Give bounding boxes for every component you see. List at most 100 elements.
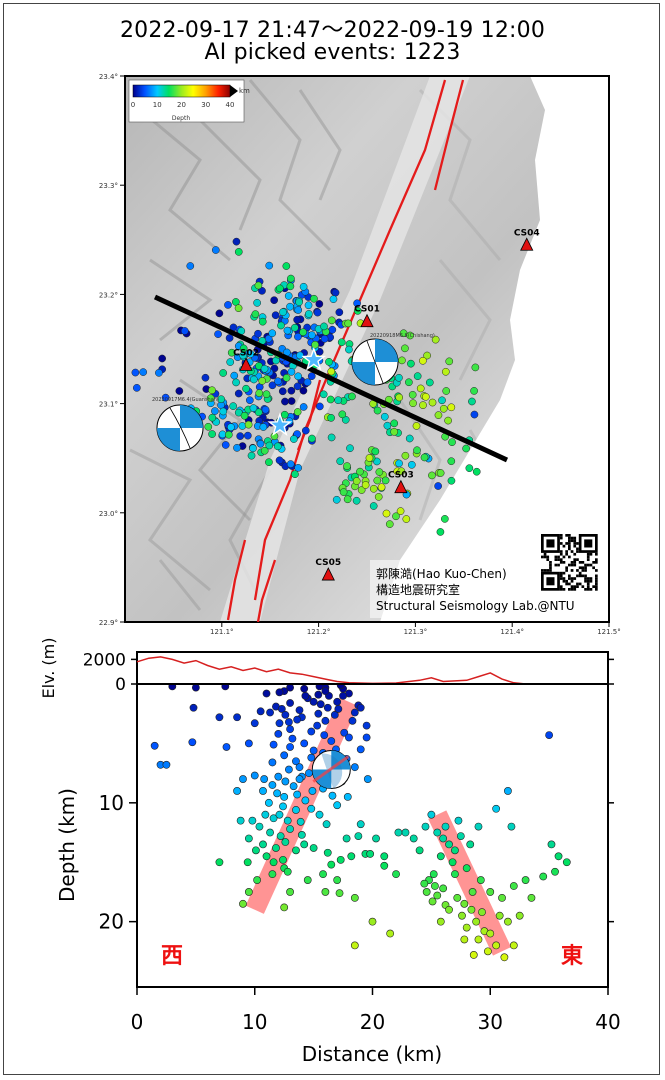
section-event [320,731,329,739]
map-event [421,392,430,401]
map-event [295,298,303,306]
section-event [286,699,294,707]
section-event [315,684,324,691]
map-event [230,371,239,380]
section-event [347,852,356,861]
qr-module [559,534,563,537]
map-event [395,459,403,468]
station-label: CS04 [514,228,540,238]
map-event [381,476,390,485]
section-event [335,889,344,898]
section-event [314,709,323,718]
section-event [321,716,330,725]
section-event [547,840,556,849]
section-event [275,810,284,819]
section-event [168,684,177,691]
map-event [290,323,299,332]
section-event [274,772,283,781]
qr-module [559,574,563,578]
section-event [333,801,342,810]
elevation-frame [136,651,609,685]
depth-colorbar-label: Depth [172,115,190,122]
section-event [366,850,375,858]
section-event [260,775,269,783]
qr-module [573,544,577,548]
qr-module [568,539,571,543]
qr-module [562,588,566,591]
map-event [299,386,308,395]
section-event [409,834,418,843]
map-event [299,403,308,411]
map-event [265,458,273,467]
section-event [420,879,429,888]
section-event [262,852,271,861]
map-event [293,315,301,324]
section-event [507,822,516,831]
station-label: CS02 [233,348,259,358]
section-event [297,831,306,839]
map-event [244,420,253,429]
x-tick-label: 0 [131,1010,144,1034]
map-event [299,328,307,337]
map-event [315,402,324,411]
map-event [265,441,274,450]
mainshock-star [267,412,293,436]
section-event [462,923,471,932]
map-event [283,326,292,335]
map-event [225,334,234,342]
section-event [350,941,359,950]
section-event [427,810,436,819]
map-event [232,237,241,246]
map-event [139,368,148,376]
section-event [554,852,563,861]
section-event [250,719,259,728]
section-event [469,951,478,959]
qr-module [549,566,552,570]
section-event [472,917,481,926]
map-event [407,359,415,368]
qr-module [578,566,582,570]
qr-module [570,569,574,572]
qr-module [576,547,579,551]
section-event [292,846,300,855]
qr-module [586,555,590,559]
map-event [208,430,216,438]
map-event [447,403,456,412]
map-event [261,405,270,414]
qr-module [562,561,566,564]
section-event [392,870,400,879]
qr-module [584,574,587,578]
map-stations: CS01 CS02 CS03 CS04 CS05 [233,228,540,581]
map-event [341,415,350,424]
qr-module [568,534,571,537]
qr-module [576,558,579,561]
map-event [304,301,313,310]
section-event [436,852,445,861]
section-event [286,743,294,751]
qr-module [568,563,571,567]
section-event [255,822,264,831]
map-event [219,369,228,377]
map-event [396,507,405,515]
map-event [441,367,450,376]
qr-module [586,588,590,591]
section-event [354,832,363,840]
qr-module [568,577,571,580]
section-event [422,888,431,896]
qr-module [570,588,574,591]
section-event [467,905,476,914]
map-event [238,422,247,430]
section-event [308,787,317,795]
map-event [431,335,440,344]
qr-module [549,561,552,564]
section-event [286,888,294,896]
section-event [327,860,336,869]
map-event [277,321,285,330]
map-event [382,509,391,518]
section-event [436,917,445,926]
west-label: 西 [161,944,183,969]
map-event [423,351,431,360]
qr-module [573,558,577,561]
map-panel: 121.1° 121.2° 121.3° 121.4° 121.5° 23.4° 23.3°… [99,73,621,636]
depth-colorbar: 0 10 20 30 40 km Depth [128,79,250,123]
